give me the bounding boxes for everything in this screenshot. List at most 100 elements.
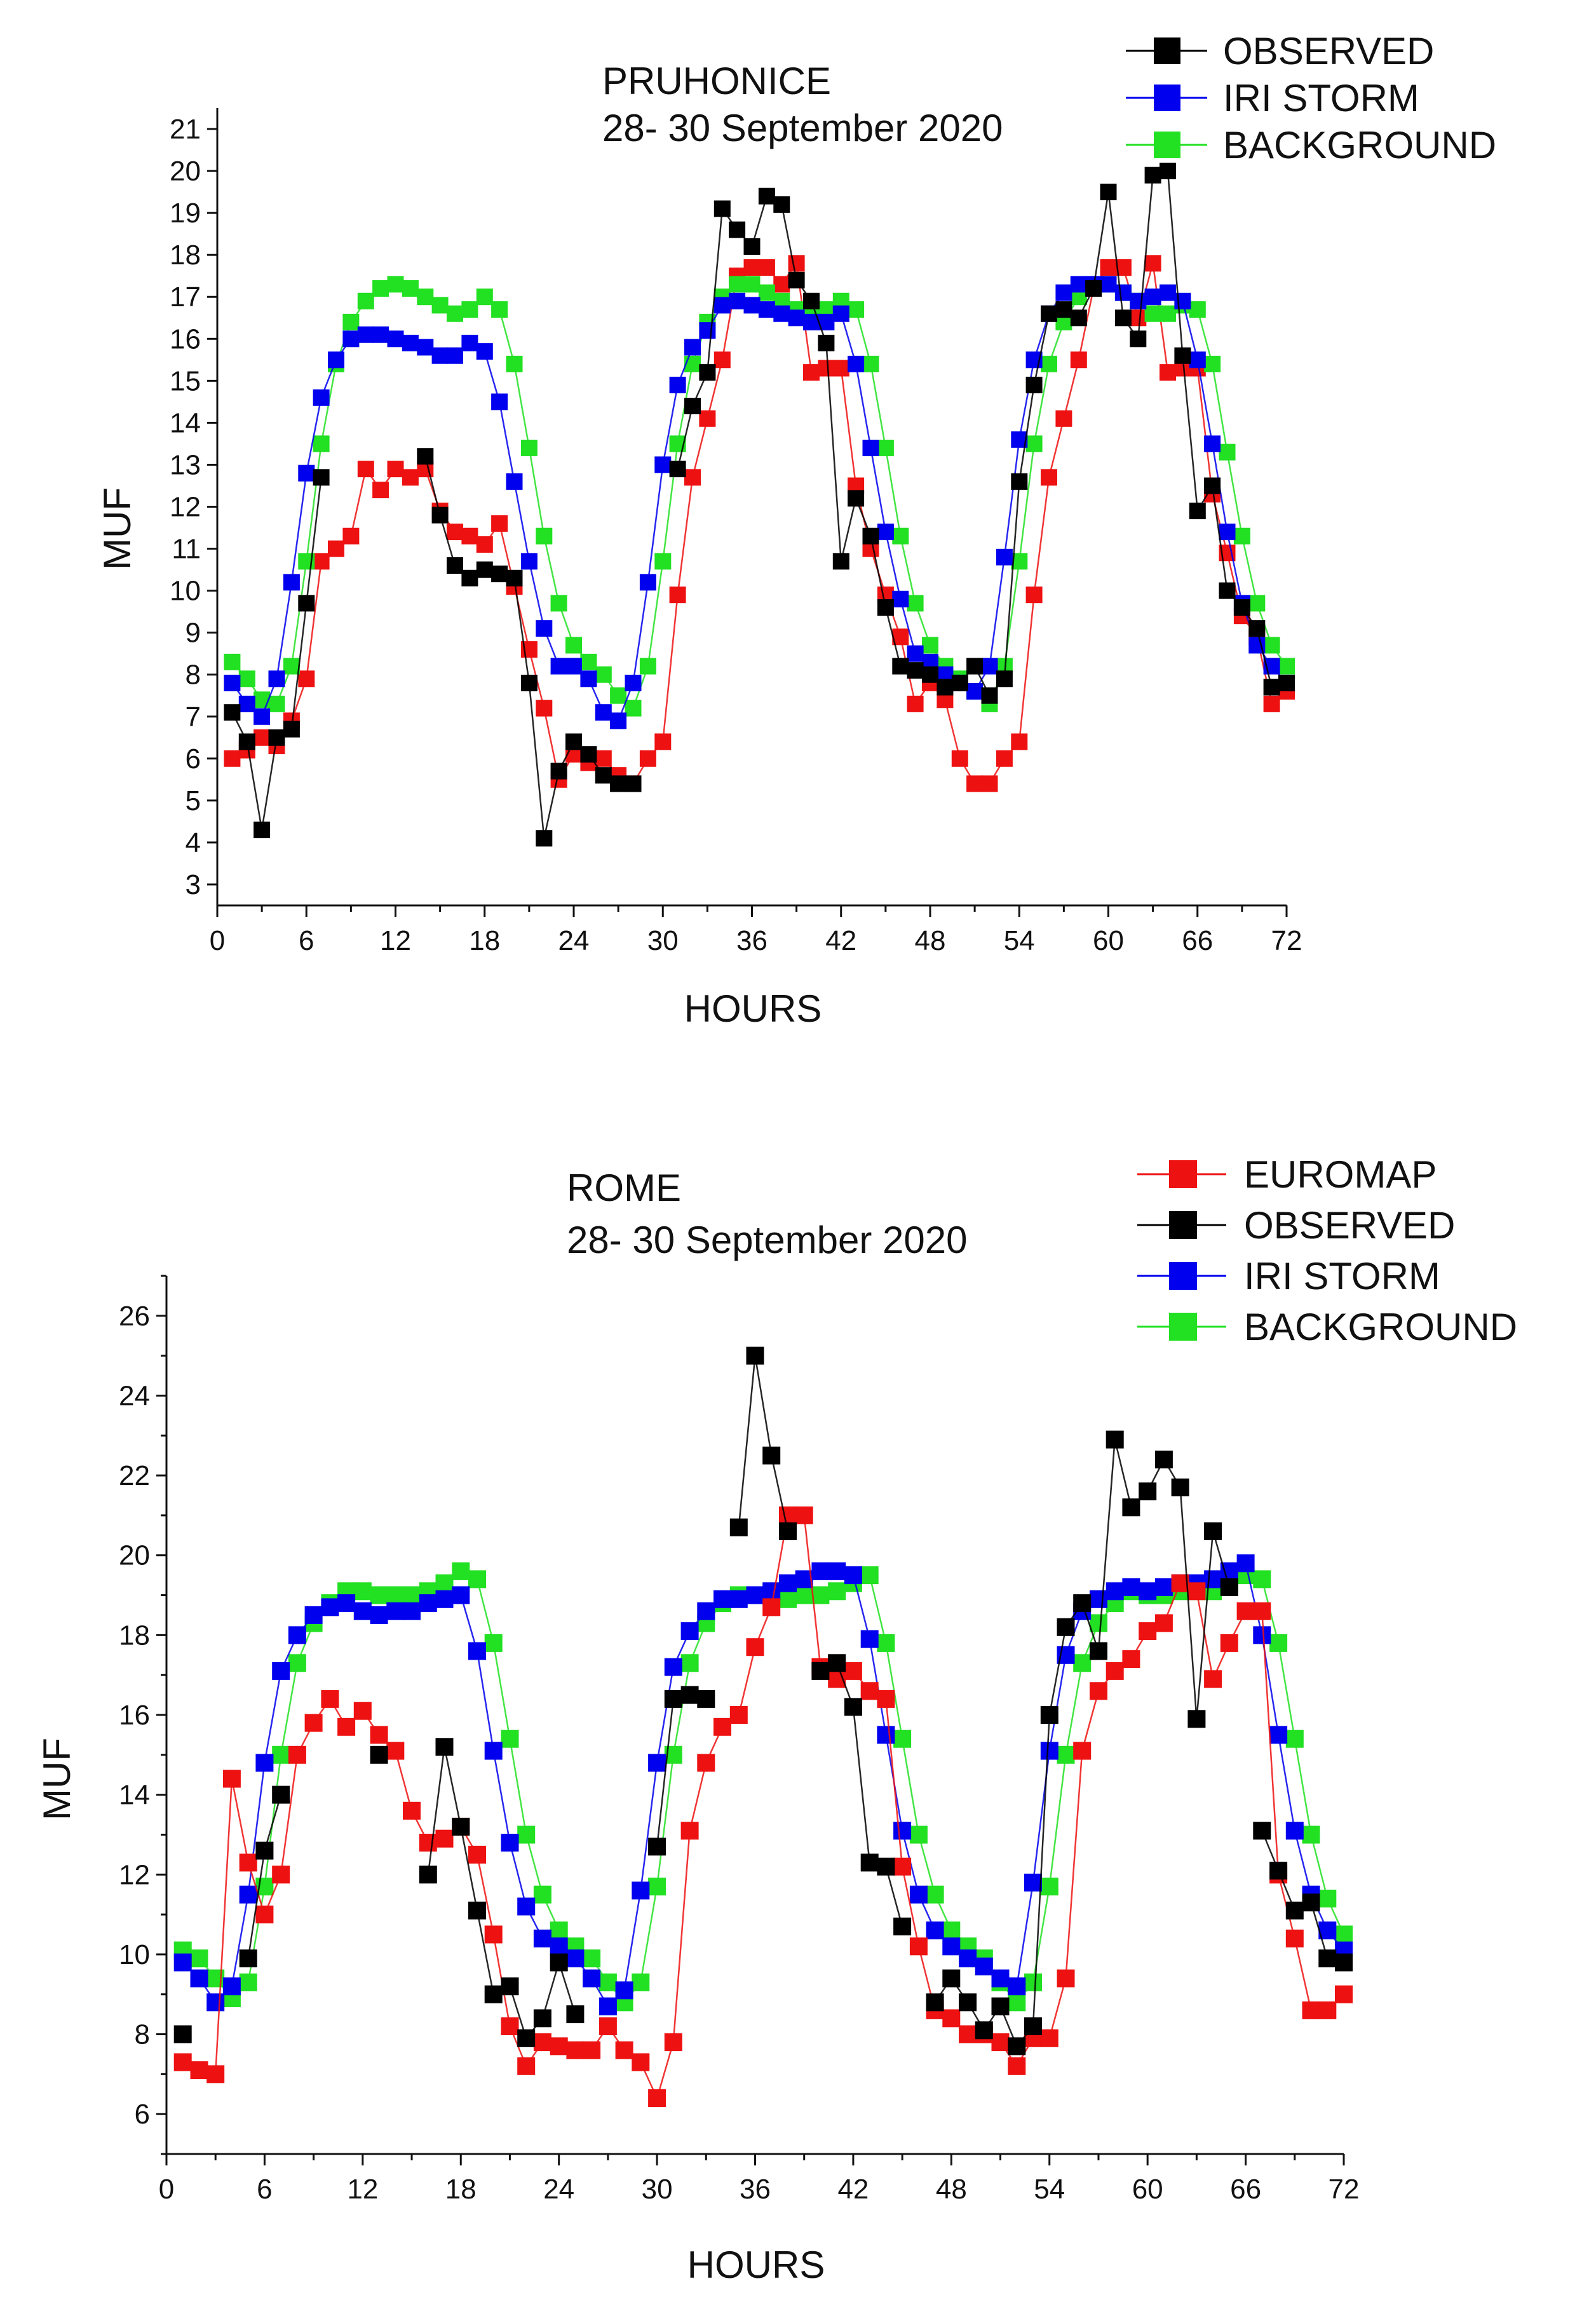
data-point — [699, 322, 716, 339]
data-point — [461, 334, 478, 351]
data-point — [1073, 1654, 1092, 1672]
data-point — [387, 330, 404, 348]
data-point — [403, 1586, 421, 1604]
data-point — [566, 2041, 585, 2059]
data-point — [1040, 2029, 1058, 2047]
data-point — [632, 2053, 650, 2071]
y-axis-label: MUF — [36, 1738, 78, 1820]
data-point — [959, 1949, 977, 1968]
legend-marker — [1169, 1313, 1197, 1341]
y-tick-label: 18 — [170, 240, 201, 271]
data-point — [595, 750, 612, 767]
data-point — [283, 658, 300, 675]
data-point — [565, 658, 582, 675]
data-point — [762, 1582, 781, 1601]
data-point — [832, 360, 849, 377]
data-point — [520, 674, 538, 691]
data-point — [680, 1654, 699, 1672]
data-point — [321, 1598, 339, 1616]
data-point — [580, 746, 597, 763]
data-point — [461, 527, 478, 545]
data-point — [975, 2021, 993, 2040]
y-tick-label: 10 — [119, 1939, 150, 1970]
legend-label: IRI STORM — [1223, 77, 1419, 119]
data-point — [1335, 1985, 1353, 2003]
data-point — [580, 670, 597, 687]
series-iri-storm — [224, 276, 1295, 729]
axes: 0 6 12 18 24 30 36 42 48 54 60 66 72 6 8 10 12 14 16 18 20 22… — [119, 1275, 1360, 2205]
legend-label: IRI STORM — [1244, 1255, 1440, 1297]
data-point — [860, 1630, 879, 1648]
data-point — [848, 355, 865, 372]
data-point — [1055, 284, 1072, 301]
data-point — [342, 330, 360, 348]
data-point — [909, 1825, 928, 1844]
data-point — [337, 1594, 356, 1613]
data-point — [1008, 2057, 1026, 2075]
legend-label: BACKGROUND — [1244, 1306, 1517, 1348]
data-point — [272, 1745, 290, 1764]
data-point — [991, 1997, 1010, 2015]
data-point — [877, 1857, 895, 1876]
data-point — [254, 822, 271, 839]
data-point — [1024, 1973, 1042, 1991]
x-tick-label: 12 — [380, 925, 411, 956]
data-point — [1278, 658, 1295, 675]
data-point — [1187, 1710, 1206, 1728]
data-point — [484, 1634, 503, 1652]
data-point — [1024, 2017, 1042, 2035]
data-point — [173, 1953, 192, 1972]
plot-area — [173, 1346, 1353, 2108]
data-point — [254, 691, 271, 708]
data-point — [1174, 347, 1191, 364]
chart-title: ROME — [567, 1167, 681, 1209]
data-point — [536, 830, 553, 847]
x-tick-label: 72 — [1329, 2174, 1360, 2205]
legend-item-background: BACKGROUND — [1137, 1306, 1517, 1348]
data-point — [517, 2057, 536, 2075]
data-point — [1189, 503, 1206, 520]
data-point — [951, 674, 968, 691]
legend: EUROMAP OBSERVED IRI STORM BACKGROUND — [1137, 1153, 1517, 1348]
data-point — [684, 398, 701, 414]
data-point — [435, 1574, 454, 1592]
data-point — [625, 775, 642, 792]
y-tick-label: 5 — [186, 785, 201, 816]
data-point — [550, 1937, 568, 1956]
data-point — [892, 658, 909, 675]
data-point — [272, 1785, 290, 1804]
data-point — [729, 221, 746, 238]
x-tick-label: 48 — [915, 925, 946, 956]
data-point — [372, 280, 389, 297]
x-tick-label: 30 — [642, 2174, 673, 2205]
data-point — [1219, 582, 1236, 599]
series-line — [738, 1355, 789, 1532]
data-point — [966, 683, 984, 700]
data-point — [1204, 477, 1221, 494]
data-point — [1285, 1929, 1304, 1947]
data-point — [669, 586, 686, 604]
data-point — [1263, 695, 1280, 712]
data-point — [811, 1586, 830, 1604]
data-point — [520, 553, 538, 570]
x-tick-label: 48 — [936, 2174, 967, 2205]
data-point — [1318, 1890, 1337, 1907]
data-point — [1285, 1901, 1304, 1920]
series-observed — [224, 163, 1295, 847]
data-point — [907, 662, 924, 679]
y-tick-label: 6 — [135, 2099, 150, 2130]
data-point — [1011, 733, 1028, 750]
data-point — [598, 2017, 617, 2035]
data-point — [860, 1682, 879, 1700]
data-point — [1085, 280, 1102, 297]
data-point — [615, 2041, 633, 2059]
data-point — [583, 1949, 601, 1968]
data-point — [1204, 435, 1221, 452]
data-point — [321, 1690, 339, 1708]
data-point — [1122, 1498, 1140, 1517]
data-point — [1070, 276, 1087, 293]
y-tick-label: 16 — [119, 1700, 150, 1731]
data-point — [357, 292, 374, 309]
chart-title: PRUHONICE — [602, 60, 831, 102]
data-point — [1285, 1822, 1304, 1840]
